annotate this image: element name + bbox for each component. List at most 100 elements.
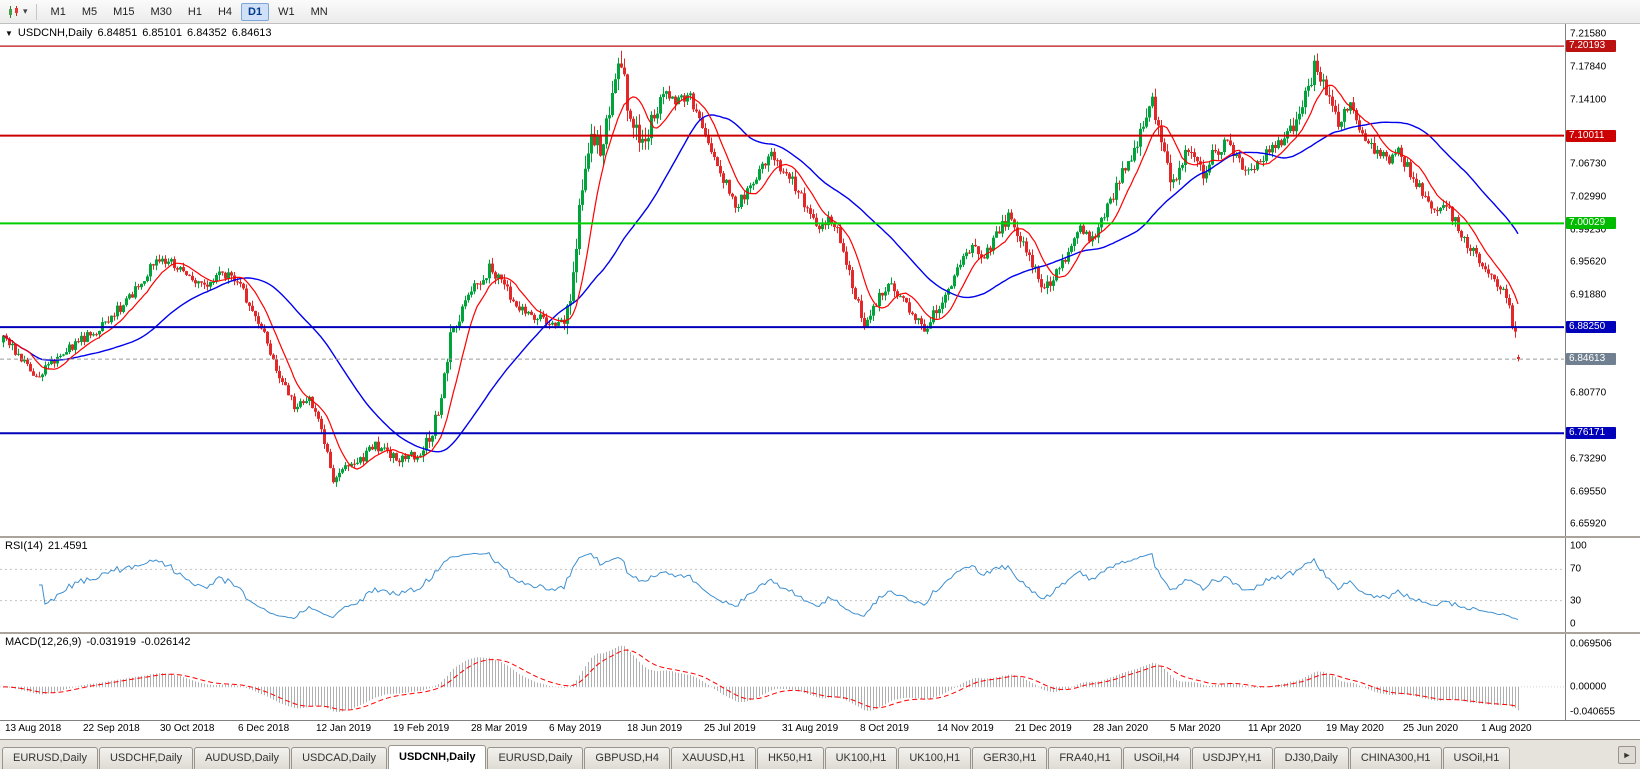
panel-splitter-2[interactable] [0, 632, 1640, 634]
timeframe-button-mn[interactable]: MN [304, 3, 335, 21]
chart-tab-ger30-h1-11[interactable]: GER30,H1 [972, 747, 1048, 769]
macd-tick: -0.040655 [1570, 706, 1616, 718]
timeframe-button-m1[interactable]: M1 [44, 3, 73, 21]
ma-fast-line[interactable] [2, 84, 1519, 470]
chart-tab-usdcad-daily-3[interactable]: USDCAD,Daily [291, 747, 388, 769]
rsi-svg[interactable] [0, 538, 1564, 632]
chart-title: ▼ USDCNH,Daily 6.84851 6.85101 6.84352 6… [5, 27, 272, 39]
ohlc-high: 6.85101 [142, 27, 183, 39]
chart-tab-dj30-daily-15[interactable]: DJ30,Daily [1273, 747, 1349, 769]
price-tick: 6.80770 [1570, 387, 1607, 399]
date-label: 22 Sep 2018 [83, 723, 140, 734]
chart-tab-usoil-h4-13[interactable]: USOil,H4 [1122, 747, 1191, 769]
macd-value: -0.031919 [86, 636, 136, 648]
price-tick: 6.65920 [1570, 518, 1607, 530]
date-label: 6 Dec 2018 [238, 723, 290, 734]
timeframe-button-h1[interactable]: H1 [181, 3, 209, 21]
main-price-axis: 7.21580 7.17840 7.14100 7.06730 7.02990 6.992… [1565, 24, 1640, 536]
chart-tab-uk100-h1-10[interactable]: UK100,H1 [898, 747, 972, 769]
ma-slow-line[interactable] [2, 114, 1519, 453]
rsi-axis: 100 70 30 0 [1565, 538, 1640, 632]
timeframe-buttons: M1 M5 M15 M30 H1 H4 D1 W1 MN [43, 2, 336, 21]
chart-symbol: USDCNH,Daily [17, 27, 93, 39]
price-marker-6.88250: 6.88250 [1566, 321, 1616, 333]
price-tick: 6.95620 [1570, 256, 1607, 268]
panel-splitter-1[interactable] [0, 536, 1640, 538]
price-tick: 7.14100 [1570, 94, 1607, 106]
rsi-panel: RSI(14) 21.4591 100 70 30 0 [0, 538, 1640, 632]
main-chart-panel: ▼ USDCNH,Daily 6.84851 6.85101 6.84352 6… [0, 24, 1640, 536]
date-label: 30 Oct 2018 [160, 723, 215, 734]
timeframe-button-m30[interactable]: M30 [144, 3, 179, 21]
chart-tab-hk50-h1-8[interactable]: HK50,H1 [756, 747, 824, 769]
date-label: 28 Jan 2020 [1093, 723, 1149, 734]
ohlc-open: 6.84851 [97, 27, 138, 39]
date-axis: 13 Aug 2018 22 Sep 2018 30 Oct 2018 6 Dec 2… [0, 720, 1640, 739]
date-label: 14 Nov 2019 [937, 723, 994, 734]
chart-tab-fra40-h1-12[interactable]: FRA40,H1 [1048, 747, 1122, 769]
macd-svg[interactable] [0, 634, 1564, 720]
timeframe-button-w1[interactable]: W1 [271, 3, 302, 21]
price-tick: 6.73290 [1570, 453, 1607, 465]
chart-collapse-icon[interactable]: ▼ [5, 28, 13, 38]
price-tick: 7.17840 [1570, 61, 1607, 73]
rsi-tick: 0 [1570, 618, 1576, 630]
macd-tick: 0.00000 [1570, 681, 1607, 693]
macd-panel: MACD(12,26,9) -0.031919 -0.026142 0.0695… [0, 634, 1640, 720]
tab-scroll-right-button[interactable]: ► [1618, 746, 1636, 764]
toolbar-separator [35, 3, 37, 20]
macd-name: MACD(12,26,9) [5, 636, 82, 648]
tabs-container: EURUSD,Daily USDCHF,Daily AUDUSD,Daily USDC… [2, 740, 1614, 769]
date-label: 28 Mar 2019 [471, 723, 528, 734]
chart-tab-bar: EURUSD,Daily USDCHF,Daily AUDUSD,Daily USDC… [0, 739, 1640, 769]
timeframe-button-m5[interactable]: M5 [75, 3, 104, 21]
chart-tab-usdcnh-daily-4[interactable]: USDCNH,Daily [388, 745, 487, 769]
chart-tab-gbpusd-h4-6[interactable]: GBPUSD,H4 [584, 747, 670, 769]
price-tick: 6.91880 [1570, 289, 1607, 301]
chart-tab-eurusd-daily-0[interactable]: EURUSD,Daily [2, 747, 98, 769]
macd-histogram [6, 645, 1519, 712]
date-label: 5 Mar 2020 [1170, 723, 1221, 734]
macd-axis: 0.069506 0.00000 -0.040655 [1565, 634, 1640, 720]
rsi-tick: 30 [1570, 595, 1582, 607]
price-marker-7.20193: 7.20193 [1566, 40, 1616, 52]
date-label: 25 Jul 2019 [704, 723, 756, 734]
candles-layer [2, 50, 1520, 487]
price-tick: 7.02990 [1570, 191, 1607, 203]
chart-window: ▼ USDCNH,Daily 6.84851 6.85101 6.84352 6… [0, 24, 1640, 739]
date-label: 13 Aug 2018 [5, 723, 62, 734]
rsi-label: RSI(14) 21.4591 [5, 540, 88, 552]
price-marker-6.76171: 6.76171 [1566, 427, 1616, 439]
macd-signal-value: -0.026142 [140, 636, 191, 648]
rsi-line [39, 551, 1519, 621]
date-label: 8 Oct 2019 [860, 723, 909, 734]
chart-tab-audusd-daily-2[interactable]: AUDUSD,Daily [194, 747, 291, 769]
macd-tick: 0.069506 [1570, 638, 1612, 650]
ohlc-low: 6.84352 [187, 27, 227, 39]
main-chart-svg[interactable] [0, 24, 1564, 536]
price-marker-7.10011: 7.10011 [1566, 130, 1616, 142]
candlestick-chart-icon [9, 5, 18, 18]
chart-type-button[interactable]: ▾ [7, 5, 28, 19]
chart-tab-uk100-h1-9[interactable]: UK100,H1 [824, 747, 898, 769]
ohlc-close: 6.84613 [231, 27, 272, 39]
timeframe-button-d1[interactable]: D1 [241, 2, 270, 21]
chart-tab-usdjpy-h1-14[interactable]: USDJPY,H1 [1191, 747, 1273, 769]
chart-tab-xauusd-h1-7[interactable]: XAUUSD,H1 [670, 747, 756, 769]
macd-signal-line [3, 649, 1519, 711]
macd-label: MACD(12,26,9) -0.031919 -0.026142 [5, 636, 191, 648]
chart-tab-usoil-h1-17[interactable]: USOil,H1 [1442, 747, 1511, 769]
date-label: 19 May 2020 [1326, 723, 1384, 734]
chart-tab-china300-h1-16[interactable]: CHINA300,H1 [1349, 747, 1442, 769]
chart-tab-usdchf-daily-1[interactable]: USDCHF,Daily [98, 747, 194, 769]
date-label: 31 Aug 2019 [782, 723, 839, 734]
price-marker-6.84613: 6.84613 [1566, 353, 1616, 365]
rsi-value: 21.4591 [47, 540, 88, 552]
date-label: 19 Feb 2019 [393, 723, 450, 734]
rsi-tick: 70 [1570, 563, 1582, 575]
chart-tab-eurusd-daily-5[interactable]: EURUSD,Daily [487, 747, 584, 769]
timeframe-button-h4[interactable]: H4 [211, 3, 239, 21]
price-tick: 7.21580 [1570, 28, 1607, 40]
timeframe-button-m15[interactable]: M15 [106, 3, 141, 21]
